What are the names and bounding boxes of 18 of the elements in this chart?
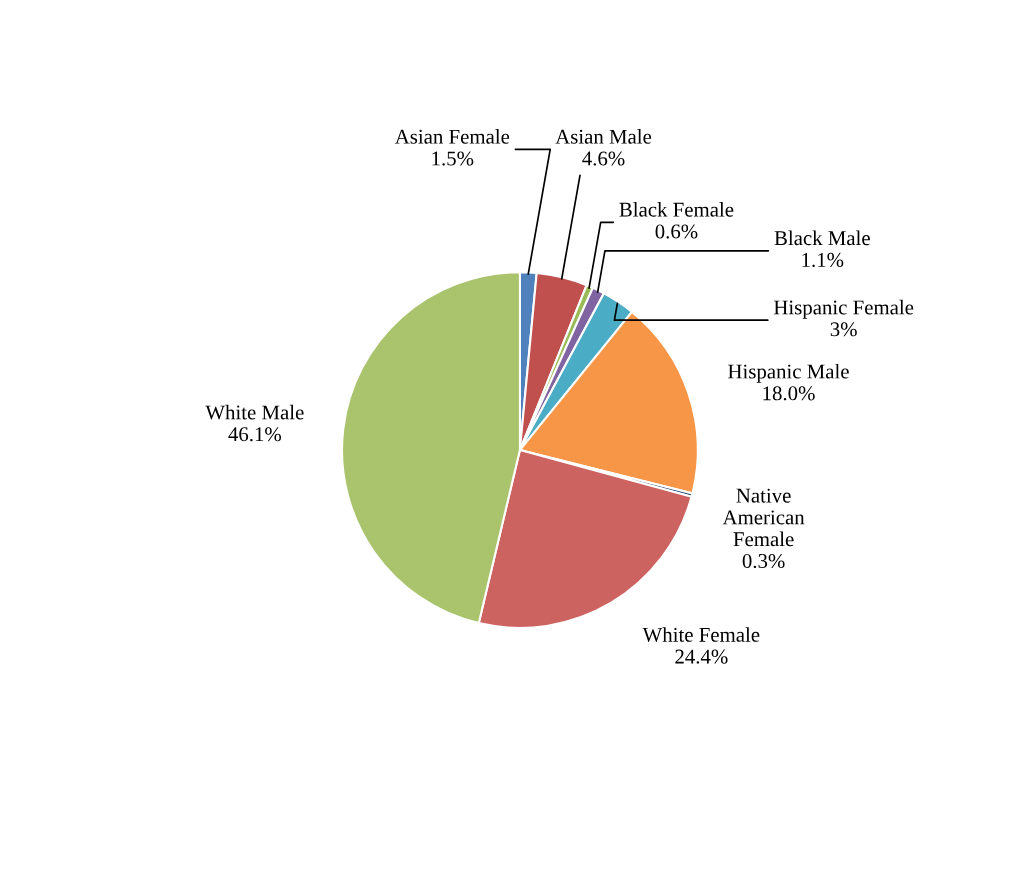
- data-label: 1.1%: [802, 252, 844, 268]
- slice-label: Hispanic Male: [728, 363, 849, 383]
- data-label: 0.6%: [655, 224, 698, 239]
- slice-label: Black Male: [774, 230, 870, 246]
- slice-label: Asian Male: [555, 129, 652, 144]
- slice-label: Native American Female: [722, 488, 805, 547]
- slice-label: White Male: [205, 404, 304, 420]
- slice-label: Hispanic Female: [773, 299, 914, 319]
- slice-label: Black Female: [619, 202, 734, 217]
- data-label: 18.0%: [763, 386, 815, 401]
- data-label: 24.4%: [675, 649, 728, 664]
- slice-label: White Female: [642, 627, 760, 642]
- slice-label: Asian Female: [394, 129, 510, 144]
- data-label: 3%: [830, 322, 857, 337]
- data-label: 0.3%: [742, 553, 785, 569]
- data-label: 46.1%: [228, 427, 282, 442]
- data-label: 1.5%: [432, 151, 474, 166]
- data-label: 4.6%: [582, 151, 625, 166]
